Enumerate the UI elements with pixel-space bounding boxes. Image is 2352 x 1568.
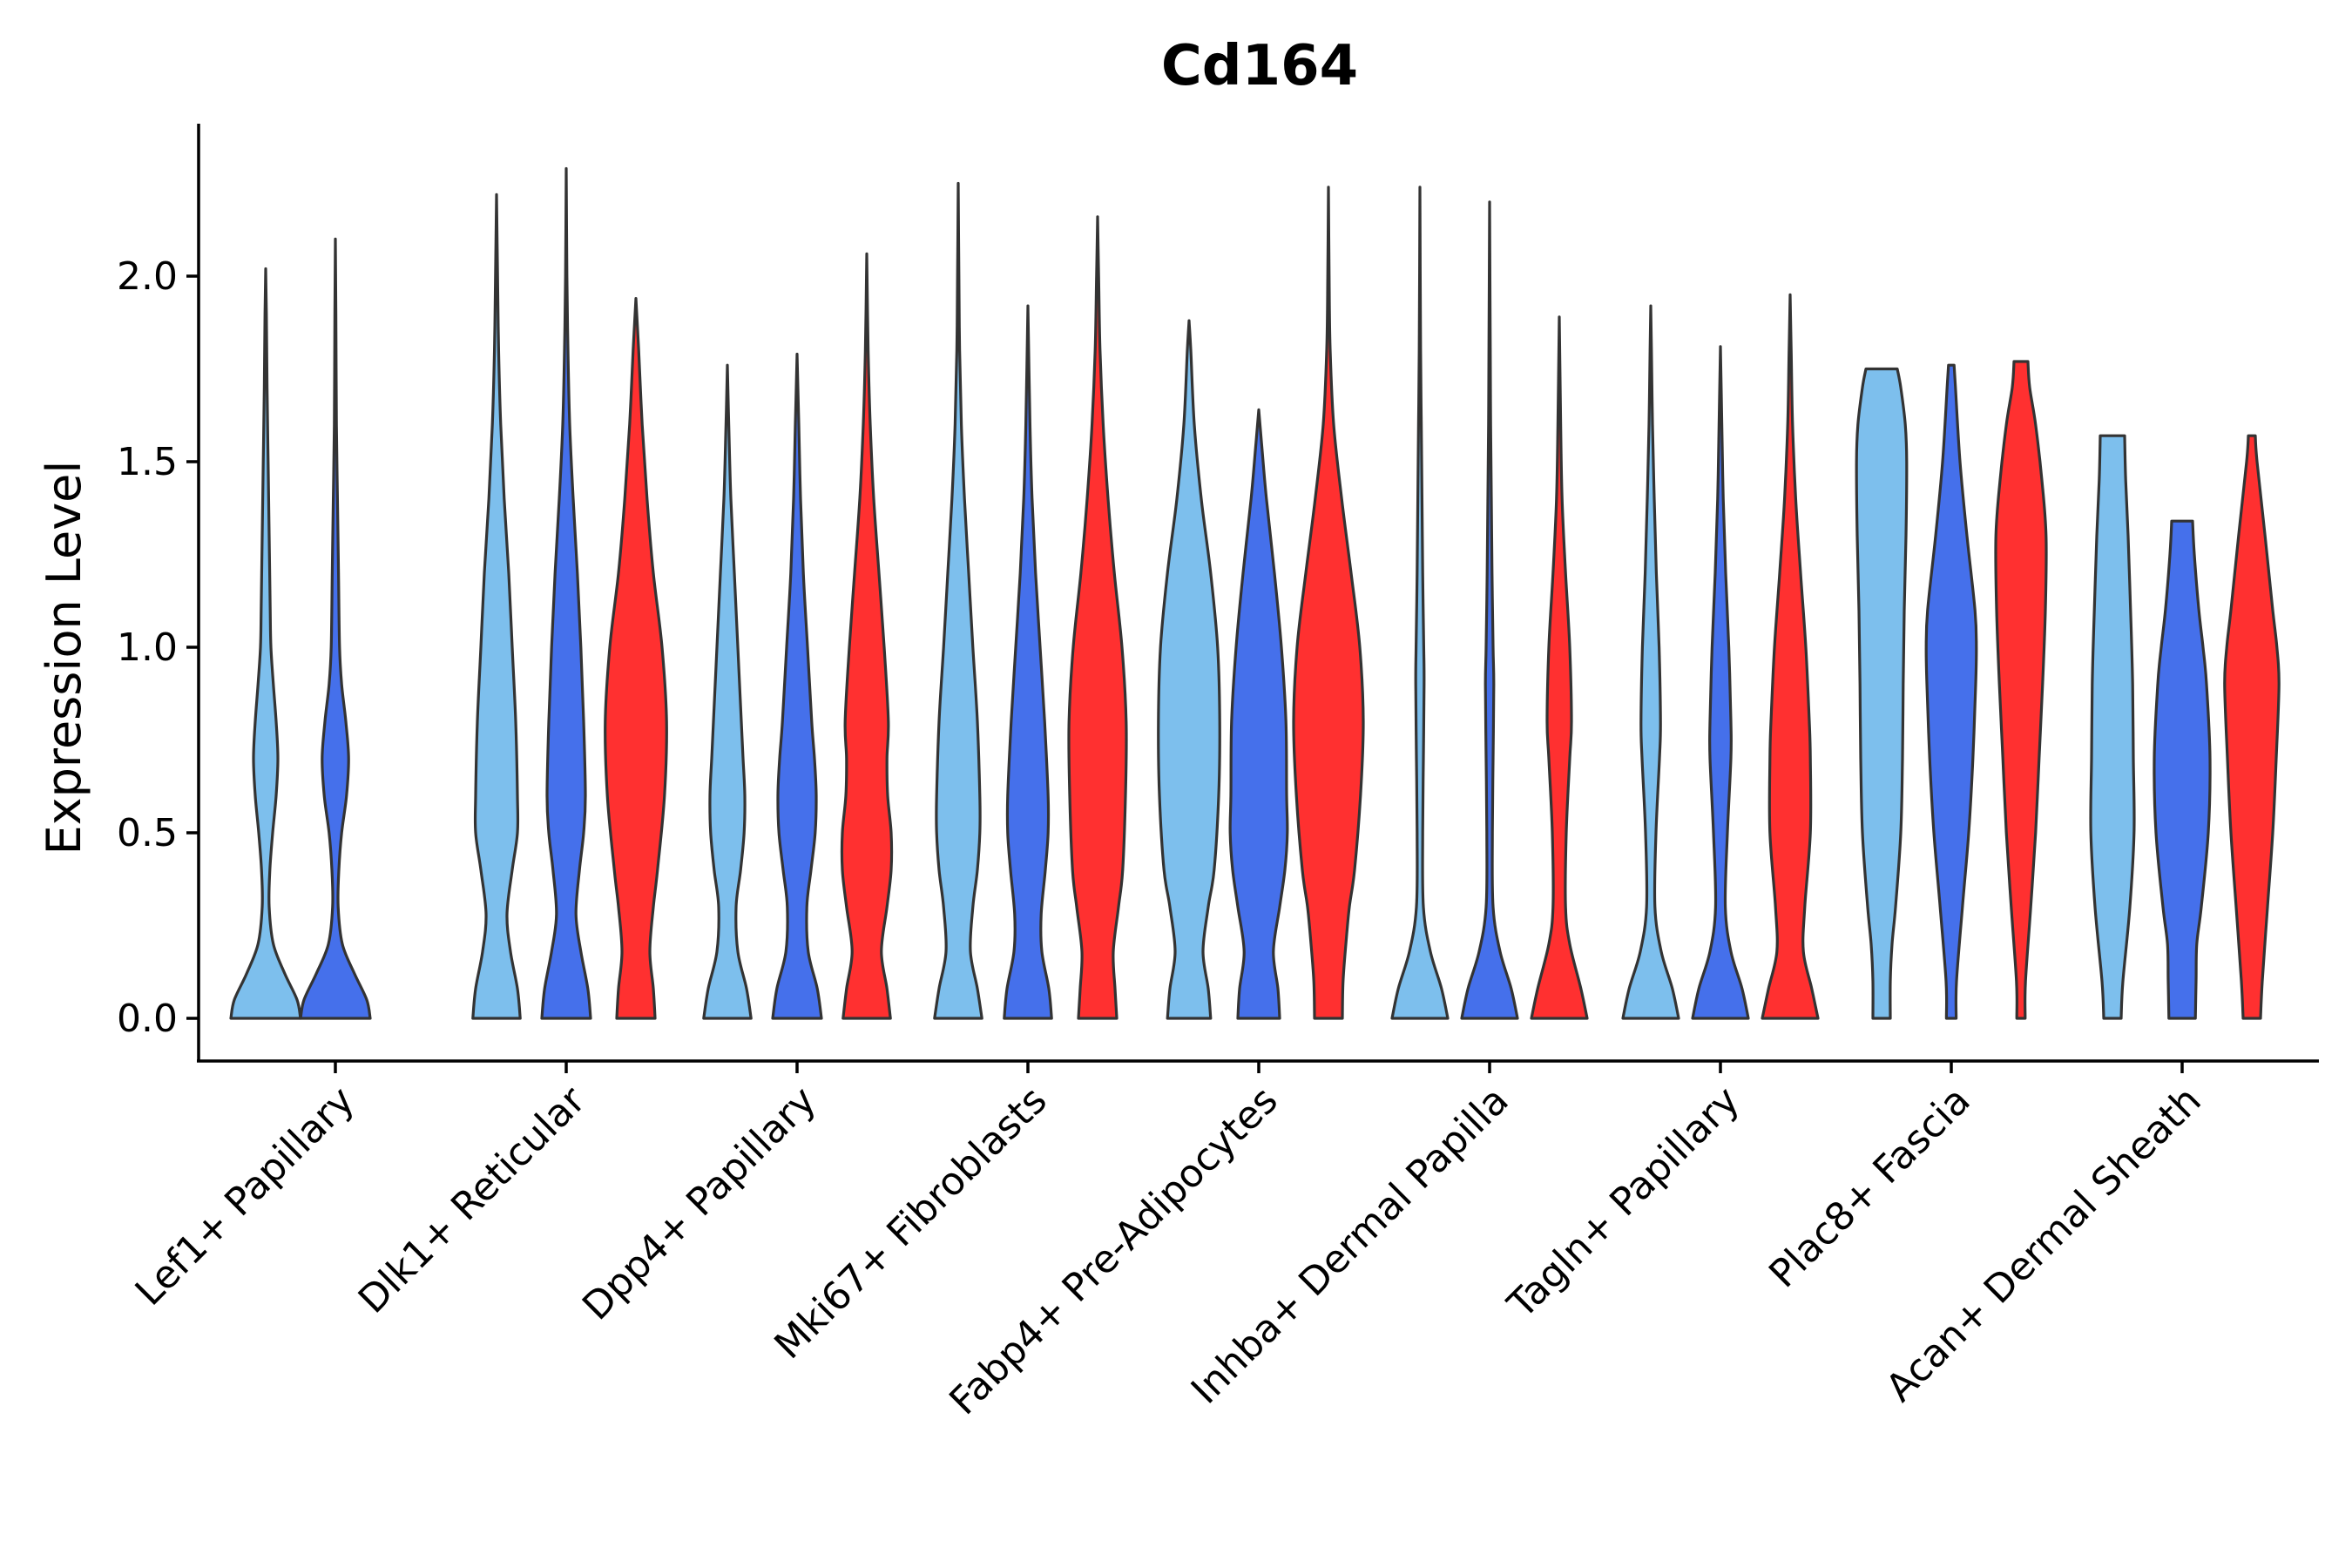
y-ticks: 0.0 0.5 1.0 1.5 2.0 <box>117 254 199 1041</box>
violin-6-0 <box>1621 304 1680 1020</box>
violin-8-2 <box>2223 434 2281 1020</box>
violin-5-0 <box>1390 186 1450 1020</box>
x-tick-label: Dlk1+ Reticular <box>350 1078 595 1322</box>
y-tick-label: 0.0 <box>117 997 178 1041</box>
y-tick-label: 2.0 <box>117 254 178 299</box>
violin-1-0 <box>471 193 522 1020</box>
violin-6-2 <box>1761 293 1820 1020</box>
violin-5-1 <box>1460 200 1519 1020</box>
x-tick-label: Lef1+ Papillary <box>127 1078 363 1315</box>
violin-4-1 <box>1228 408 1289 1020</box>
violin-7-0 <box>1855 367 1909 1020</box>
x-tick-label: Dpp4+ Papillary <box>574 1078 825 1329</box>
violin-3-0 <box>933 181 983 1020</box>
violin-8-0 <box>2089 434 2136 1020</box>
violins-layer <box>229 166 2281 1020</box>
violin-2-1 <box>771 352 823 1020</box>
x-tick-label: Plac8+ Fascia <box>1761 1078 1979 1297</box>
violin-1-2 <box>604 297 668 1020</box>
violin-3-2 <box>1067 215 1128 1020</box>
violin-7-1 <box>1924 363 1978 1020</box>
violin-2-2 <box>840 252 894 1020</box>
violin-8-1 <box>2153 519 2212 1020</box>
chart-title: Cd164 <box>1161 34 1358 98</box>
violin-7-2 <box>1994 360 2048 1020</box>
y-axis-label: Expression Level <box>37 461 91 855</box>
y-tick-label: 0.5 <box>117 811 178 855</box>
x-tick-label: Tagln+ Papillary <box>1499 1078 1748 1328</box>
violin-5-2 <box>1530 315 1589 1020</box>
violin-4-0 <box>1157 319 1221 1020</box>
violin-1-1 <box>540 166 592 1020</box>
y-tick-label: 1.0 <box>117 625 178 670</box>
violin-4-2 <box>1292 186 1365 1020</box>
violin-2-0 <box>702 363 753 1020</box>
y-tick-label: 1.5 <box>117 440 178 484</box>
violin-0-0 <box>229 267 302 1020</box>
violin-3-1 <box>1003 304 1053 1020</box>
violin-0-1 <box>299 237 372 1020</box>
violin-6-1 <box>1691 345 1750 1020</box>
